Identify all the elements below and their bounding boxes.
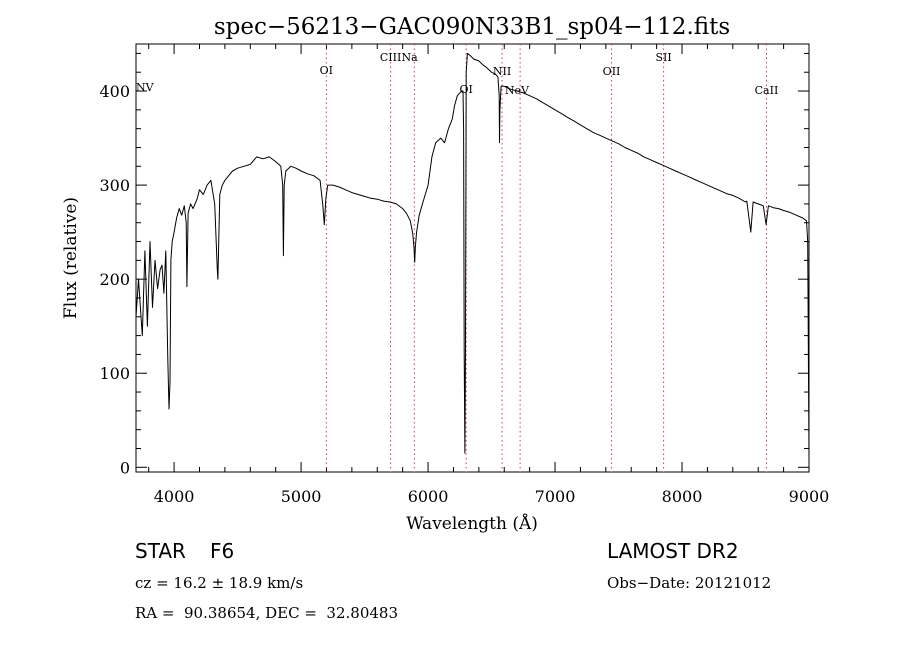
line-label: NeV	[505, 84, 530, 97]
line-label: CIII	[380, 51, 401, 64]
y-tick-label: 100	[99, 364, 130, 383]
plot-frame	[135, 43, 810, 473]
chart-title: spec−56213−GAC090N33B1_sp04−112.fits	[214, 14, 730, 40]
x-tick-label: 5000	[281, 487, 322, 506]
y-tick-label: 400	[99, 82, 130, 101]
line-label: CaII	[755, 84, 779, 97]
y-axis-label: Flux (relative)	[61, 197, 81, 319]
object-class: STAR	[135, 539, 186, 563]
line-label: OII	[603, 65, 621, 78]
x-tick-label: 8000	[662, 487, 703, 506]
x-axis-label: Wavelength (Å)	[406, 513, 538, 534]
x-tick-label: 7000	[535, 487, 576, 506]
line-label: OI	[320, 64, 333, 77]
sky-coordinates: RA = 90.38654, DEC = 32.80483	[135, 604, 399, 622]
plot-axes: 4000 5000 6000 7000 8000 9000 0 100 200 300 400	[99, 43, 830, 506]
line-label: NII	[493, 65, 511, 78]
line-label: NV	[136, 81, 155, 94]
survey-release: LAMOST DR2	[607, 539, 739, 563]
y-tick-label: 0	[120, 458, 130, 477]
line-label: SII	[655, 51, 671, 64]
spectrum-series-line	[135, 52, 810, 458]
spectral-subclass: F6	[210, 539, 235, 563]
line-label: Na	[402, 51, 419, 64]
observation-date: Obs−Date: 20121012	[607, 574, 772, 592]
x-tick-label: 6000	[408, 487, 449, 506]
y-tick-label: 200	[99, 270, 130, 289]
y-tick-label: 300	[99, 176, 130, 195]
x-tick-label: 4000	[154, 487, 195, 506]
redshift-velocity: cz = 16.2 ± 18.9 km/s	[135, 574, 304, 592]
x-tick-label: 9000	[789, 487, 830, 506]
